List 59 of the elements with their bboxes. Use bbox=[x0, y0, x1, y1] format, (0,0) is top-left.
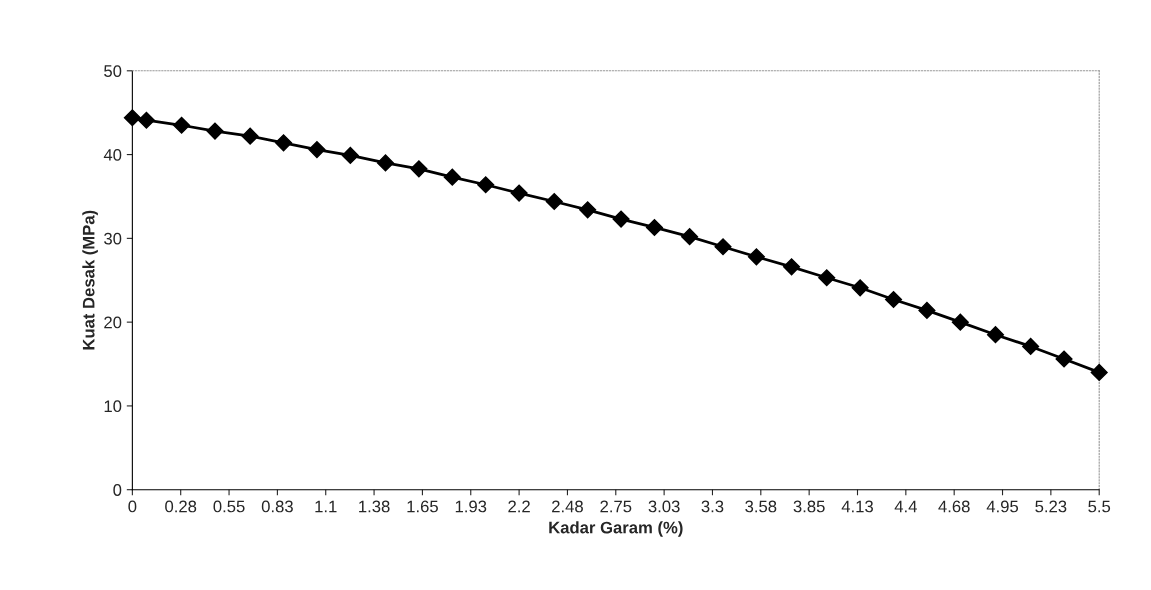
point bbox=[510, 184, 528, 202]
x-tick-label: 2.48 bbox=[552, 500, 583, 513]
point bbox=[951, 313, 969, 331]
x-tick-label: 5.23 bbox=[1035, 500, 1067, 513]
x-tick-label: 5.5 bbox=[1088, 500, 1111, 513]
point bbox=[645, 218, 664, 237]
point bbox=[579, 201, 597, 219]
point bbox=[918, 301, 936, 319]
x-tick-label: 2.75 bbox=[600, 500, 632, 513]
point bbox=[884, 290, 903, 309]
x-tick-label: 3.03 bbox=[648, 500, 680, 513]
point bbox=[986, 326, 1005, 344]
point bbox=[681, 228, 699, 246]
x-tick-label: 0.83 bbox=[261, 500, 293, 513]
y-tick-label: 0 bbox=[113, 484, 122, 496]
point bbox=[241, 127, 259, 145]
point bbox=[1022, 337, 1040, 355]
y-tick-label: 50 bbox=[104, 65, 122, 77]
point bbox=[612, 210, 630, 228]
y-tick-label: 40 bbox=[103, 148, 122, 161]
x-tick-label: 1.93 bbox=[455, 500, 487, 513]
point bbox=[376, 154, 395, 172]
x-axis-title: Kadar Garam (%) bbox=[549, 521, 683, 537]
point bbox=[443, 168, 461, 186]
x-tick-label: 3.3 bbox=[701, 500, 724, 513]
y-tick-label: 20 bbox=[104, 316, 122, 329]
point bbox=[1090, 363, 1108, 381]
x-tick-label: 1.65 bbox=[407, 500, 438, 513]
point bbox=[545, 192, 563, 211]
point bbox=[851, 279, 869, 297]
point bbox=[477, 176, 495, 194]
point bbox=[137, 111, 155, 129]
x-tick-label: 3.58 bbox=[745, 500, 777, 513]
point bbox=[783, 258, 801, 276]
point bbox=[341, 146, 359, 164]
x-tick-label: 1.38 bbox=[359, 500, 390, 513]
point bbox=[206, 122, 224, 140]
point bbox=[173, 116, 191, 134]
x-tick-label: 0.55 bbox=[213, 500, 245, 513]
x-tick-label: 4.4 bbox=[894, 500, 917, 513]
y-tick-label: 10 bbox=[104, 400, 122, 413]
x-tick-label: 3.85 bbox=[793, 500, 825, 513]
x-tick-label: 4.68 bbox=[938, 500, 970, 513]
x-tick-label: 1.1 bbox=[315, 500, 337, 513]
y-tick-label: 30 bbox=[104, 232, 122, 245]
y-axis-title: Kuat Desak (MPa) bbox=[82, 210, 98, 350]
point bbox=[123, 109, 141, 127]
point bbox=[410, 160, 428, 178]
point bbox=[818, 269, 836, 287]
point bbox=[308, 141, 326, 159]
x-tick-label: 2.2 bbox=[508, 500, 530, 513]
point bbox=[274, 134, 293, 152]
x-tick-label: 4.13 bbox=[841, 500, 873, 513]
point bbox=[1055, 350, 1073, 368]
point bbox=[714, 238, 732, 256]
x-tick-label: 4.95 bbox=[986, 500, 1019, 513]
x-tick-label: 0 bbox=[128, 500, 137, 513]
point bbox=[747, 248, 765, 266]
x-tick-label: 0.28 bbox=[165, 500, 197, 513]
